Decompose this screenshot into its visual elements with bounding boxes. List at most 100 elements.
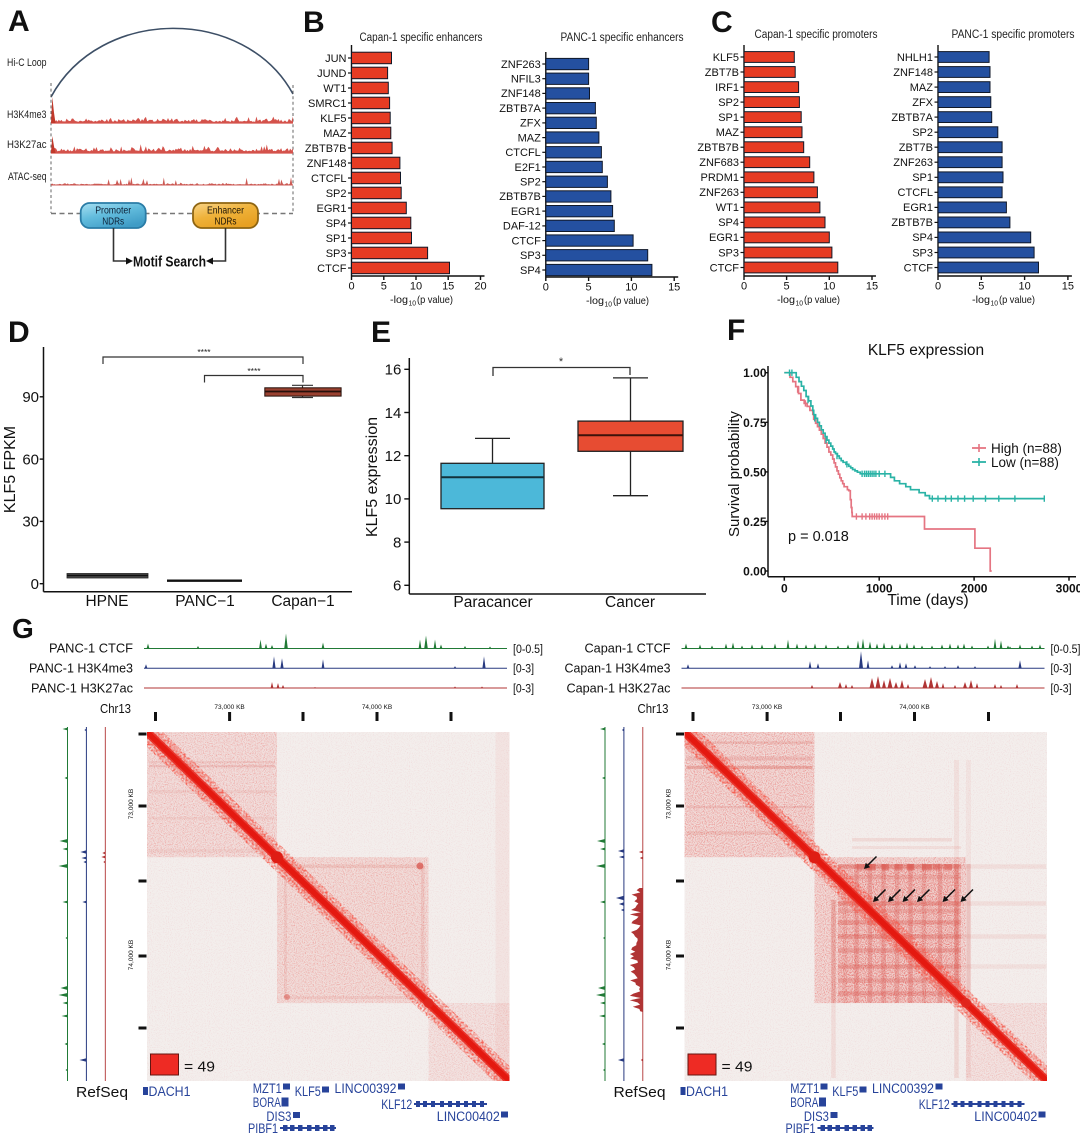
svg-text:[0-0.5]: [0-0.5] <box>1051 644 1080 656</box>
svg-text:KLF5: KLF5 <box>295 1084 321 1099</box>
svg-text:(p value): (p value) <box>417 294 453 306</box>
svg-text:E2F1: E2F1 <box>515 162 541 174</box>
svg-text:-log: -log <box>390 294 408 306</box>
svg-text:SP2: SP2 <box>520 177 541 189</box>
svg-text:BORA: BORA <box>253 1095 281 1110</box>
svg-text:15: 15 <box>866 281 878 293</box>
svg-text:KLF5: KLF5 <box>832 1084 858 1099</box>
svg-text:JUN: JUN <box>325 53 346 65</box>
svg-text:(p value): (p value) <box>804 294 840 306</box>
svg-text:NFIL3: NFIL3 <box>511 74 541 86</box>
svg-text:0: 0 <box>31 576 39 593</box>
svg-text:0.25: 0.25 <box>743 515 767 529</box>
svg-text:Promoter: Promoter <box>95 206 132 217</box>
svg-text:10: 10 <box>1018 281 1030 293</box>
svg-text:Time (days): Time (days) <box>887 592 968 609</box>
svg-text:ZNF263: ZNF263 <box>893 157 933 169</box>
svg-text:Capan-1 specific enhancers: Capan-1 specific enhancers <box>360 32 483 44</box>
svg-text:30: 30 <box>22 514 39 531</box>
svg-text:= 49: = 49 <box>184 1059 215 1076</box>
svg-text:MAZ: MAZ <box>323 128 347 140</box>
svg-text:EGR1: EGR1 <box>317 203 347 215</box>
svg-text:PANC-1 specific enhancers: PANC-1 specific enhancers <box>561 32 684 44</box>
svg-text:0.00: 0.00 <box>743 565 767 579</box>
svg-text:10: 10 <box>823 281 835 293</box>
svg-text:DIS3: DIS3 <box>804 1109 829 1124</box>
svg-text:[0-3]: [0-3] <box>513 684 534 696</box>
svg-text:Capan-1 H3K27ac: Capan-1 H3K27ac <box>567 682 671 696</box>
svg-text:SP4: SP4 <box>326 218 347 230</box>
svg-text:[0-3]: [0-3] <box>1051 664 1072 676</box>
svg-text:ZBTB7B: ZBTB7B <box>697 142 739 154</box>
svg-text:Chr13: Chr13 <box>638 702 669 716</box>
svg-text:1000: 1000 <box>866 582 893 596</box>
svg-text:KLF5 expression: KLF5 expression <box>364 417 381 537</box>
svg-text:Enhancer: Enhancer <box>207 206 245 217</box>
svg-text:Hi-C Loop: Hi-C Loop <box>7 57 47 69</box>
svg-text:[0-3]: [0-3] <box>1051 684 1072 696</box>
svg-text:MZT1: MZT1 <box>790 1081 819 1096</box>
svg-text:-log: -log <box>586 295 604 307</box>
svg-text:SP3: SP3 <box>520 250 541 262</box>
svg-text:HPNE: HPNE <box>85 593 128 610</box>
svg-text:15: 15 <box>668 282 680 294</box>
svg-text:14: 14 <box>385 405 402 422</box>
svg-text:MZT1: MZT1 <box>253 1081 282 1096</box>
svg-text:MAZ: MAZ <box>716 127 740 139</box>
svg-text:0: 0 <box>935 281 941 293</box>
svg-text:5: 5 <box>978 281 984 293</box>
svg-text:10: 10 <box>385 491 402 508</box>
svg-text:****: **** <box>197 347 211 357</box>
svg-text:LINC00392: LINC00392 <box>335 1081 397 1096</box>
svg-text:NDRs: NDRs <box>102 217 124 228</box>
svg-text:PRDM1: PRDM1 <box>700 172 739 184</box>
svg-text:(p value): (p value) <box>613 295 649 307</box>
svg-text:6: 6 <box>393 578 401 595</box>
svg-text:LINC00402: LINC00402 <box>437 1109 500 1124</box>
svg-text:LINC00392: LINC00392 <box>872 1081 934 1096</box>
svg-text:ZNF683: ZNF683 <box>699 157 739 169</box>
svg-text:5: 5 <box>784 281 790 293</box>
svg-text:ZBTB7B: ZBTB7B <box>305 143 347 155</box>
svg-text:PANC-1 H3K4me3: PANC-1 H3K4me3 <box>29 662 133 676</box>
svg-text:PANC-1 CTCF: PANC-1 CTCF <box>49 642 133 656</box>
svg-text:PIBF1: PIBF1 <box>248 1121 278 1133</box>
svg-text:10: 10 <box>991 299 999 308</box>
svg-text:BORA: BORA <box>790 1095 818 1110</box>
svg-text:SP2: SP2 <box>326 188 347 200</box>
svg-text:p = 0.018: p = 0.018 <box>788 529 849 545</box>
svg-text:High (n=88): High (n=88) <box>991 441 1062 456</box>
svg-text:KLF5 FPKM: KLF5 FPKM <box>2 426 19 513</box>
svg-text:ZBTB7B: ZBTB7B <box>499 191 541 203</box>
svg-text:C: C <box>711 6 733 39</box>
svg-text:PIBF1: PIBF1 <box>786 1121 816 1133</box>
svg-text:H3K27ac: H3K27ac <box>7 139 47 151</box>
svg-text:DACH1: DACH1 <box>686 1084 728 1099</box>
svg-text:74,000 KB: 74,000 KB <box>666 940 673 970</box>
svg-text:SP1: SP1 <box>912 172 933 184</box>
svg-text:Chr13: Chr13 <box>100 702 131 716</box>
svg-text:90: 90 <box>22 389 39 406</box>
svg-text:= 49: = 49 <box>722 1059 753 1076</box>
svg-text:ZBTB7A: ZBTB7A <box>891 112 933 124</box>
svg-text:KLF12: KLF12 <box>919 1097 950 1112</box>
svg-text:DACH1: DACH1 <box>149 1084 191 1099</box>
svg-text:CTCFL: CTCFL <box>505 147 540 159</box>
svg-text:(p value): (p value) <box>999 294 1035 306</box>
svg-text:JUND: JUND <box>317 68 346 80</box>
svg-text:WT1: WT1 <box>323 83 346 95</box>
svg-text:-log: -log <box>777 294 795 306</box>
svg-text:ZFX: ZFX <box>520 118 541 130</box>
svg-text:KLF12: KLF12 <box>381 1097 412 1112</box>
svg-text:SMRC1: SMRC1 <box>308 98 347 110</box>
svg-text:****: **** <box>247 366 261 376</box>
svg-text:PANC-1 H3K27ac: PANC-1 H3K27ac <box>31 682 133 696</box>
svg-text:15: 15 <box>442 281 454 293</box>
svg-text:74,000 KB: 74,000 KB <box>128 940 135 970</box>
svg-text:SP3: SP3 <box>912 247 933 259</box>
svg-text:B: B <box>303 6 325 39</box>
svg-text:G: G <box>12 613 34 644</box>
svg-text:Capan−1: Capan−1 <box>271 593 334 610</box>
svg-text:RefSeq: RefSeq <box>614 1085 666 1101</box>
svg-text:A: A <box>8 5 30 38</box>
